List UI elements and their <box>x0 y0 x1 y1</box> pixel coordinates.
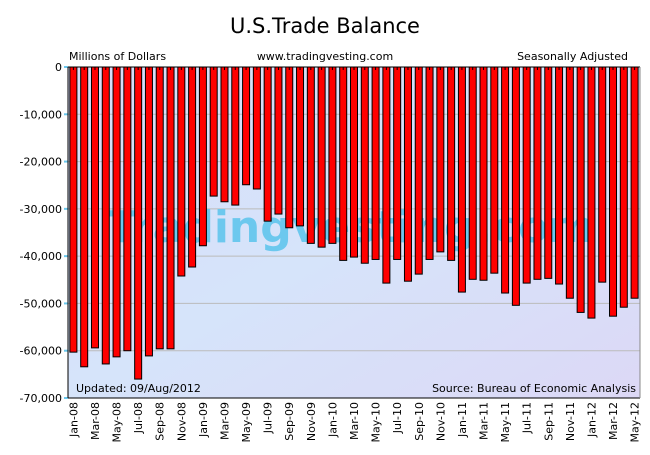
y-tick-label: -30,000 <box>20 203 62 216</box>
bar <box>382 66 391 284</box>
bar <box>252 66 261 190</box>
chart-title: U.S.Trade Balance <box>230 14 420 38</box>
x-tick-label: Jul-09 <box>262 402 275 434</box>
bar <box>188 66 197 268</box>
x-tick-label: Mar-09 <box>218 402 231 440</box>
bar <box>490 66 499 274</box>
bar <box>555 66 564 285</box>
bar <box>220 66 229 203</box>
x-tick-label: May-11 <box>499 402 512 443</box>
x-tick-label: Nov-10 <box>434 402 447 441</box>
bar <box>457 66 466 293</box>
y-tick-label: -60,000 <box>20 345 62 358</box>
y-tick-label: -10,000 <box>20 108 62 121</box>
bar <box>598 66 607 283</box>
x-tick-label: Nov-09 <box>305 402 318 441</box>
bar <box>414 66 423 275</box>
bar <box>511 66 520 306</box>
bar <box>425 66 434 260</box>
bar <box>123 66 132 352</box>
bar <box>166 66 175 350</box>
y-tick-label: 0 <box>55 61 62 74</box>
bar <box>198 66 207 247</box>
x-tick-label: Jan-08 <box>67 402 80 438</box>
adjustment-label: Seasonally Adjusted <box>517 50 628 63</box>
x-tick-label: May-10 <box>370 402 383 443</box>
bar <box>468 66 477 280</box>
bar <box>231 66 240 206</box>
x-tick-label: Sep-09 <box>283 402 296 441</box>
bar <box>436 66 445 253</box>
x-tick-label: Jan-12 <box>585 402 598 438</box>
bar <box>479 66 488 281</box>
bar <box>144 66 153 357</box>
bar <box>328 66 337 244</box>
x-tick-label: Jan-09 <box>197 402 210 438</box>
bar <box>501 66 510 294</box>
x-tick-label: Mar-12 <box>607 402 620 440</box>
x-tick-label: Jul-10 <box>391 402 404 434</box>
bar <box>263 66 272 222</box>
bar <box>360 66 369 264</box>
y-tick-label: -70,000 <box>20 392 62 405</box>
bar <box>274 66 283 215</box>
bar <box>350 66 358 258</box>
bar <box>155 66 164 350</box>
bar <box>587 66 596 319</box>
y-tick-label: -20,000 <box>20 156 62 169</box>
bar <box>101 66 110 365</box>
bar <box>306 66 315 244</box>
x-tick-label: Mar-11 <box>478 402 491 440</box>
bar <box>90 66 99 349</box>
x-tick-label: Nov-08 <box>175 402 188 441</box>
y-axis-label: Millions of Dollars <box>69 50 167 63</box>
bar <box>544 66 553 279</box>
updated-label: Updated: 09/Aug/2012 <box>76 382 201 395</box>
x-tick-label: Jan-11 <box>456 402 469 438</box>
x-tick-label: Mar-08 <box>89 402 102 440</box>
source-label: Source: Bureau of Economic Analysis <box>432 382 636 395</box>
bar <box>134 66 143 380</box>
bar <box>522 66 531 284</box>
website-label: www.tradingvesting.com <box>256 50 394 63</box>
bar <box>296 66 305 227</box>
bar <box>630 66 639 299</box>
bar <box>242 66 251 186</box>
x-tick-label: Sep-10 <box>413 402 426 441</box>
x-tick-label: Jul-08 <box>132 402 145 434</box>
bar <box>533 66 542 280</box>
bar <box>177 66 186 277</box>
x-tick-label: Sep-08 <box>154 402 167 441</box>
bar <box>619 66 628 308</box>
x-tick-label: May-08 <box>111 402 124 443</box>
bar <box>339 66 348 261</box>
bar <box>317 66 326 248</box>
bar <box>403 66 412 282</box>
y-tick-label: -50,000 <box>20 297 62 310</box>
bar <box>565 66 574 299</box>
x-tick-label: Nov-11 <box>564 402 577 441</box>
bar <box>112 66 121 358</box>
x-tick-label: Mar-10 <box>348 402 361 440</box>
x-tick-label: May-12 <box>629 402 642 443</box>
bar <box>447 66 456 261</box>
x-tick-label: Jan-10 <box>326 402 339 438</box>
bar <box>285 66 294 229</box>
y-tick-label: -40,000 <box>20 250 62 263</box>
x-tick-label: Jul-11 <box>521 402 534 434</box>
bar <box>80 66 89 368</box>
x-tick-label: May-09 <box>240 402 253 443</box>
bar <box>209 66 218 197</box>
bar <box>371 66 380 260</box>
bar <box>393 66 402 260</box>
bar <box>609 66 618 317</box>
x-tick-label: Sep-11 <box>542 402 555 441</box>
bar <box>69 66 78 353</box>
bar <box>576 66 585 313</box>
